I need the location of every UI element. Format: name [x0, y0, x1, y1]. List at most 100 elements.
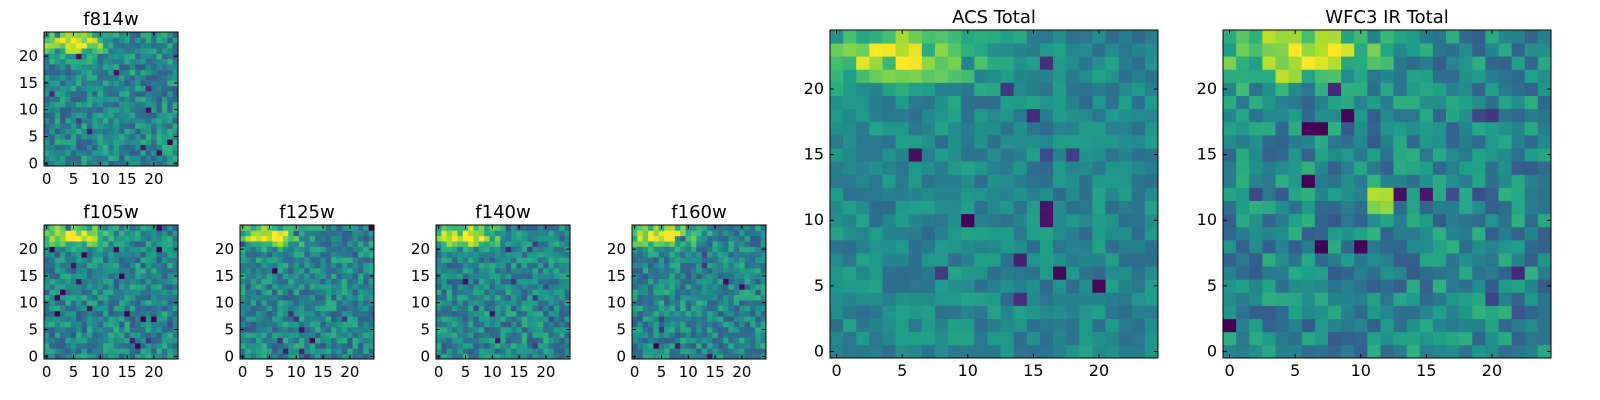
heatmap-pixel — [92, 160, 98, 167]
heatmap-pixel — [1485, 213, 1499, 228]
heatmap-pixel — [1419, 331, 1434, 346]
heatmap-pixel — [690, 310, 697, 317]
heatmap-pixel — [97, 90, 104, 97]
heatmap-pixel — [1026, 213, 1041, 228]
heatmap-pixel — [282, 267, 289, 274]
heatmap-pixel — [113, 32, 120, 38]
heatmap-pixel — [145, 289, 152, 296]
heatmap-pixel — [113, 117, 120, 124]
heatmap-pixel — [60, 58, 66, 65]
heatmap-pixel — [723, 241, 729, 247]
heatmap-pixel — [49, 123, 56, 129]
heatmap-pixel — [113, 278, 120, 285]
heatmap-pixel — [446, 289, 453, 296]
heatmap-pixel — [172, 117, 179, 124]
heatmap-pixel — [44, 117, 50, 124]
heatmap-pixel — [452, 241, 458, 247]
heatmap-pixel — [537, 251, 544, 258]
heatmap-pixel — [54, 326, 61, 333]
heatmap-pixel — [1275, 174, 1289, 188]
heatmap-pixel — [462, 348, 469, 355]
heatmap-pixel — [341, 267, 348, 274]
heatmap-pixel — [282, 321, 289, 328]
heatmap-pixel — [653, 332, 660, 338]
heatmap-pixel — [54, 310, 61, 317]
heatmap-pixel — [49, 107, 56, 113]
heatmap-pixel — [521, 251, 528, 258]
heatmap-pixel — [830, 187, 844, 201]
heatmap-pixel — [723, 251, 729, 258]
heatmap-pixel — [739, 326, 745, 333]
heatmap-pixel — [843, 239, 857, 254]
heatmap-pixel — [1066, 148, 1080, 162]
heatmap-pixel — [749, 273, 756, 279]
heatmap-pixel — [505, 246, 512, 253]
heatmap-pixel — [658, 246, 665, 253]
heatmap-pixel — [856, 266, 870, 280]
heatmap-pixel — [315, 310, 321, 317]
x-tick-label: 5 — [1290, 361, 1300, 380]
heatmap-pixel — [1013, 56, 1028, 70]
heatmap-pixel — [948, 30, 962, 44]
heatmap-pixel — [1406, 187, 1421, 201]
heatmap-pixel — [637, 316, 644, 322]
heatmap-pixel — [92, 289, 98, 296]
heatmap-pixel — [674, 289, 681, 296]
heatmap-pixel — [54, 144, 61, 151]
heatmap-pixel — [325, 225, 332, 231]
heatmap-pixel — [119, 149, 125, 156]
heatmap-pixel — [288, 310, 294, 317]
heatmap-pixel — [145, 262, 152, 269]
heatmap-pixel — [325, 321, 332, 328]
heatmap-pixel — [325, 251, 332, 258]
heatmap-pixel — [987, 213, 1001, 228]
heatmap-pixel — [156, 305, 163, 312]
heatmap-pixel — [653, 225, 660, 231]
heatmap-pixel — [1354, 279, 1368, 293]
heatmap-pixel — [1524, 331, 1539, 346]
heatmap-pixel — [1432, 213, 1447, 228]
heatmap-pixel — [1288, 30, 1303, 44]
heatmap-pixel — [304, 342, 311, 349]
heatmap-pixel — [1314, 226, 1329, 241]
heatmap-pixel — [908, 292, 923, 306]
heatmap-pixel — [119, 64, 125, 70]
heatmap-pixel — [1131, 305, 1146, 320]
heatmap-pixel — [44, 90, 50, 97]
y-tick-label: 5 — [616, 321, 626, 339]
heatmap-pixel — [537, 267, 544, 274]
heatmap-pixel — [1498, 69, 1513, 83]
heatmap-pixel — [288, 289, 294, 296]
heatmap-pixel — [749, 353, 756, 360]
heatmap-pixel — [331, 251, 337, 258]
heatmap-pixel — [92, 225, 98, 231]
heatmap-pixel — [256, 257, 262, 263]
heatmap-pixel — [749, 305, 756, 312]
heatmap-pixel — [553, 316, 560, 322]
heatmap-pixel — [140, 337, 147, 344]
heatmap-pixel — [161, 101, 168, 108]
heatmap-pixel — [908, 318, 923, 333]
heatmap-pixel — [76, 128, 82, 135]
heatmap-pixel — [537, 230, 544, 237]
heatmap-pixel — [124, 257, 131, 263]
heatmap-pixel — [60, 37, 66, 44]
heatmap-pixel — [119, 353, 125, 360]
heatmap-pixel — [1354, 69, 1368, 83]
heatmap-pixel — [921, 69, 936, 83]
heatmap-pixel — [532, 310, 539, 317]
heatmap-pixel — [151, 262, 157, 269]
heatmap-pixel — [1288, 226, 1303, 241]
heatmap-pixel — [172, 305, 179, 312]
heatmap-pixel — [108, 267, 115, 274]
heatmap-pixel — [1419, 318, 1434, 333]
heatmap-pixel — [129, 144, 136, 151]
heatmap-pixel — [1446, 43, 1460, 57]
heatmap-pixel — [462, 273, 469, 279]
heatmap-pixel — [1485, 331, 1499, 346]
heatmap-pixel — [441, 332, 448, 338]
heatmap-pixel — [484, 246, 490, 253]
heatmap-pixel — [320, 348, 327, 355]
heatmap-pixel — [648, 257, 654, 263]
heatmap-pixel — [537, 305, 544, 312]
